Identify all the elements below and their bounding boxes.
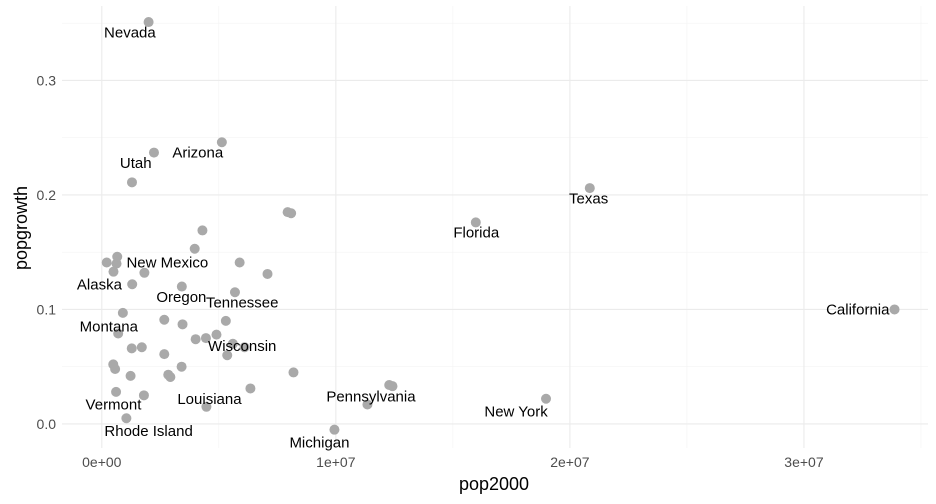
y-tick-label: 0.3 bbox=[37, 72, 57, 88]
data-point bbox=[245, 383, 256, 394]
y-tick-label: 0.2 bbox=[37, 187, 57, 203]
point-wisconsin bbox=[222, 350, 233, 361]
major-gridlines bbox=[62, 6, 928, 448]
label-utah: Utah bbox=[120, 155, 152, 172]
data-point bbox=[286, 208, 297, 219]
label-oregon: Oregon bbox=[156, 289, 206, 306]
data-point bbox=[159, 314, 170, 325]
data-point bbox=[190, 334, 201, 345]
label-tennessee: Tennessee bbox=[206, 295, 279, 312]
data-point bbox=[110, 363, 121, 374]
label-california: California bbox=[826, 301, 890, 318]
data-point bbox=[220, 315, 231, 326]
data-point bbox=[138, 390, 149, 401]
data-point bbox=[227, 338, 238, 349]
label-rhode-island: Rhode Island bbox=[104, 423, 192, 440]
point-utah bbox=[148, 147, 159, 158]
data-point bbox=[200, 333, 211, 344]
label-montana: Montana bbox=[80, 319, 139, 336]
point-new-mexico bbox=[139, 267, 150, 278]
point-tennessee bbox=[229, 287, 240, 298]
data-point bbox=[234, 257, 245, 268]
point-florida bbox=[470, 217, 481, 228]
data-point bbox=[177, 319, 188, 330]
point-new-york bbox=[541, 393, 552, 404]
data-point bbox=[136, 342, 147, 353]
label-new-york: New York bbox=[484, 403, 548, 420]
x-tick-label: 1e+07 bbox=[316, 454, 356, 470]
data-point bbox=[126, 343, 137, 354]
y-axis-title: popgrowth bbox=[11, 186, 31, 270]
label-texas: Texas bbox=[569, 190, 608, 207]
label-nevada: Nevada bbox=[104, 24, 156, 41]
data-point bbox=[159, 349, 170, 360]
x-axis-title: pop2000 bbox=[459, 474, 529, 494]
label-michigan: Michigan bbox=[289, 434, 349, 451]
point-michigan bbox=[329, 424, 340, 435]
point-labels: Nevada Arizona Utah Texas Florida New MexicoA… bbox=[77, 24, 890, 451]
data-points bbox=[101, 17, 900, 435]
x-tick-label: 0e+00 bbox=[82, 454, 122, 470]
point-arizona bbox=[216, 137, 227, 148]
x-tick-label: 3e+07 bbox=[784, 454, 824, 470]
data-point bbox=[127, 279, 138, 290]
y-axis-tick-labels: 0.0 0.1 0.2 0.3 bbox=[37, 72, 57, 432]
x-tick-label: 2e+07 bbox=[550, 454, 590, 470]
point-california bbox=[889, 304, 900, 315]
data-point bbox=[126, 177, 137, 188]
data-point bbox=[387, 381, 398, 392]
data-point bbox=[101, 257, 112, 268]
data-point bbox=[262, 268, 273, 279]
data-point bbox=[112, 251, 123, 262]
data-point bbox=[125, 370, 136, 381]
data-point bbox=[239, 342, 250, 353]
point-louisiana bbox=[201, 401, 212, 412]
point-vermont bbox=[111, 386, 122, 397]
y-tick-label: 0.0 bbox=[37, 416, 57, 432]
data-point bbox=[362, 399, 373, 410]
data-point bbox=[176, 361, 187, 372]
point-texas bbox=[584, 183, 595, 194]
label-vermont: Vermont bbox=[86, 396, 143, 413]
label-pennsylvania: Pennsylvania bbox=[326, 388, 416, 405]
point-nevada bbox=[143, 17, 154, 28]
data-point bbox=[165, 372, 176, 383]
data-point bbox=[113, 328, 124, 339]
data-point bbox=[288, 367, 299, 378]
label-alaska: Alaska bbox=[77, 276, 123, 293]
minor-gridlines bbox=[62, 6, 928, 448]
point-rhode-island bbox=[121, 413, 132, 424]
y-tick-label: 0.1 bbox=[37, 301, 57, 317]
label-florida: Florida bbox=[453, 225, 500, 242]
data-point bbox=[189, 243, 200, 254]
x-axis-tick-labels: 0e+00 1e+07 2e+07 3e+07 bbox=[82, 454, 824, 470]
data-point bbox=[108, 266, 119, 277]
data-point bbox=[211, 329, 222, 340]
label-louisiana: Louisiana bbox=[177, 391, 242, 408]
point-montana bbox=[117, 307, 128, 318]
label-arizona: Arizona bbox=[172, 145, 224, 162]
label-new-mexico: New Mexico bbox=[126, 254, 208, 271]
data-point bbox=[197, 225, 208, 236]
label-wisconsin: Wisconsin bbox=[208, 338, 276, 355]
point-oregon bbox=[176, 281, 187, 292]
